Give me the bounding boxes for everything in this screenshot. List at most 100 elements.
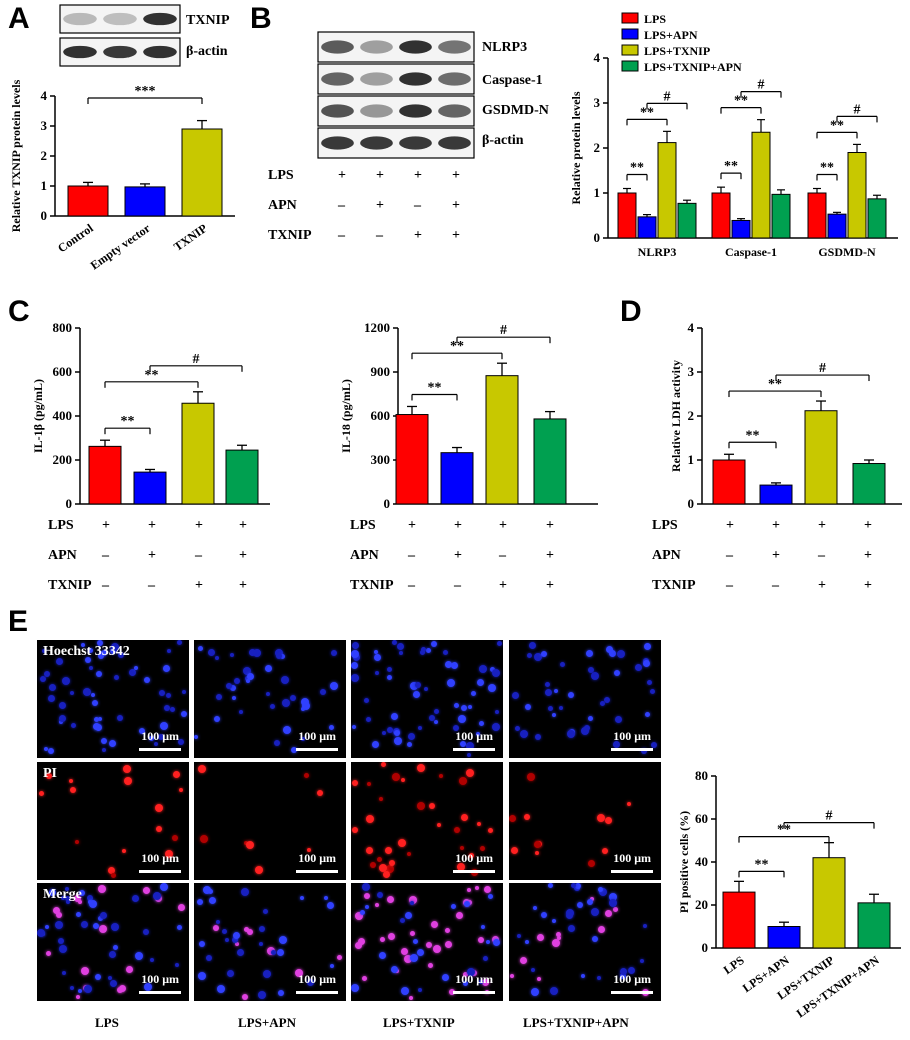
cell-nucleus [109,740,116,747]
cell-nucleus [599,888,607,896]
cell-nucleus [645,712,650,717]
cell-nucleus [266,692,270,696]
scale-bar [453,991,495,994]
cell-nucleus [557,936,561,940]
cell-nucleus [88,648,93,653]
scale-bar-label: 100 μm [455,851,493,865]
bar [677,202,697,239]
cell-nucleus [454,703,459,708]
cell-nucleus [520,957,527,964]
cell-nucleus [437,823,441,827]
y-tick-label: 0 [41,208,48,223]
cell-nucleus [613,907,618,912]
bar [751,131,771,239]
cell-nucleus [124,777,132,785]
y-tick-label: 800 [53,320,73,335]
bar [88,445,122,505]
cell-nucleus [492,723,500,731]
cell-nucleus [156,826,162,832]
blot-b-nlrp3-band [321,40,354,54]
cell-nucleus [302,702,310,710]
cell-nucleus [144,677,150,683]
sig-b-txnip-label: ** [830,118,844,133]
cell-nucleus [466,769,474,777]
cell-nucleus [100,912,107,919]
cell-nucleus [401,987,409,995]
cell-nucleus [215,656,219,660]
cell-nucleus [548,883,553,888]
cell-nucleus [382,731,386,735]
cell-nucleus [476,732,480,736]
cell-nucleus [413,691,420,698]
cell-nucleus [460,741,466,747]
y-tick-label: 2 [41,148,48,163]
cell-nucleus [453,725,459,731]
cell-nucleus [307,979,314,986]
blot-b-gsdmd-band [360,104,393,118]
condition-mark: – [726,578,733,593]
bar [133,471,167,505]
cell-nucleus [198,972,206,980]
y-tick-label: 1 [594,185,601,200]
cell-nucleus [575,883,581,889]
sig-b-txnip-label: ** [734,94,748,109]
cell-nucleus [179,788,183,792]
cell-nucleus [517,934,521,938]
cell-nucleus [98,653,104,659]
cell-nucleus [209,897,216,904]
cell-nucleus [111,873,116,878]
cell-nucleus [451,904,456,909]
condition-mark: + [452,168,460,183]
cell-nucleus [129,669,136,676]
cell-nucleus [225,938,229,942]
condition-mark: + [772,548,780,563]
cell-nucleus [602,848,608,854]
condition-label-txnip: TXNIP [268,228,312,243]
micrograph-pi-1: PI 100 μm [37,762,189,880]
cell-nucleus [53,907,60,914]
cell-nucleus [259,942,263,946]
cell-nucleus [385,847,392,854]
bar [225,449,259,505]
y-tick-label: 600 [371,408,391,423]
cell-nucleus [424,687,428,691]
category-label: Caspase-1 [725,245,777,259]
cell-nucleus [401,778,405,782]
cell-nucleus [232,696,236,700]
bar [657,142,677,239]
cell-nucleus [165,850,173,858]
blot-a-actin-band [63,45,97,59]
caption-lps-apn: LPS+APN [238,1015,296,1030]
cell-nucleus [237,949,244,956]
condition-mark: + [102,518,110,533]
cell-nucleus [486,940,490,944]
condition-label-lps: LPS [652,518,678,533]
cell-nucleus [208,649,215,656]
cell-nucleus [386,865,394,873]
micrograph-merge-1: Merge 100 μm [37,883,189,1001]
condition-mark: + [376,168,384,183]
cell-nucleus [409,896,417,904]
cell-nucleus [374,650,378,654]
cell-nucleus [198,765,206,773]
cell-nucleus [628,967,635,974]
sig-apn-label: ** [121,414,135,429]
y-axis-label: IL-18 (pg/mL) [339,379,353,453]
cell-nucleus [163,665,170,672]
micrograph-merge-3: 100 μm [351,883,503,1001]
cell-nucleus [475,886,479,890]
cell-nucleus [301,737,305,741]
scale-bar [453,870,495,873]
bar [722,891,756,949]
cell-nucleus [429,715,435,721]
blot-a-txnip-band [103,12,137,26]
scale-bar [611,748,653,751]
y-tick-label: 2 [688,408,695,423]
cell-nucleus [495,710,499,714]
cell-nucleus [377,857,382,862]
cell-nucleus [98,717,102,721]
cell-nucleus [317,790,323,796]
cell-nucleus [181,711,187,717]
cell-nucleus [477,822,481,826]
blot-label-beta-actin-b: β-actin [482,133,524,148]
